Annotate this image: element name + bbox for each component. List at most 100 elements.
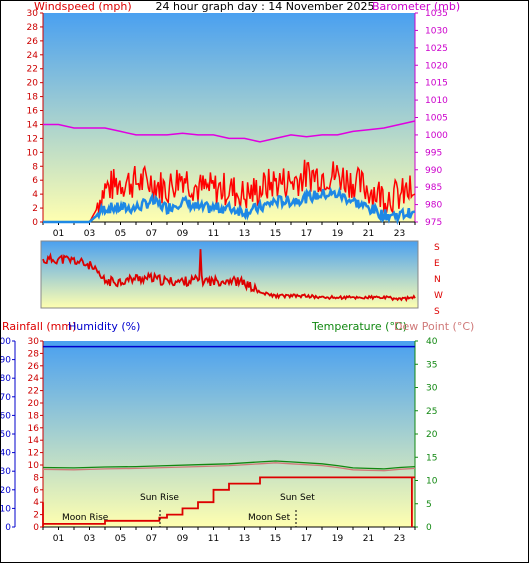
hour-tick-label: 13: [239, 534, 250, 544]
temperature-tick-label: 35: [426, 360, 437, 370]
hour-tick-label: 13: [239, 229, 250, 239]
humidity-tick-label: 10: [0, 504, 11, 514]
hour-tick-label: 07: [146, 229, 157, 239]
windspeed-axis-label: Windspeed (mph): [34, 0, 132, 13]
wind-direction-series-line: [42, 249, 416, 303]
rainfall-tick-label: 6: [33, 486, 39, 496]
hour-tick-label: 11: [208, 229, 219, 239]
barometer-tick-label: 980: [425, 201, 442, 211]
windspeed-tick-label: 8: [32, 162, 38, 172]
barometer-tick-label: 1025: [425, 44, 448, 54]
hour-tick-label: 15: [270, 229, 281, 239]
temperature-tick-label: 25: [426, 407, 437, 417]
hour-tick-label: 07: [146, 534, 157, 544]
humidity-axis-label: Humidity (%): [68, 320, 140, 333]
rainfall-tick-label: 18: [28, 411, 40, 421]
windspeed-series-line: [43, 159, 416, 223]
windspeed-tick-label: 28: [27, 23, 39, 33]
hour-tick-label: 23: [394, 534, 405, 544]
barometer-tick-label: 975: [425, 218, 442, 228]
humidity-tick-label: 20: [0, 486, 11, 496]
hour-tick-label: 21: [363, 229, 374, 239]
direction-label: S: [434, 243, 440, 253]
rainfall-axis-label: Rainfall (mm): [2, 320, 76, 333]
sun-set-annotation: Sun Set: [280, 493, 315, 503]
rainfall-tick-label: 10: [28, 461, 40, 471]
barometer-tick-label: 1015: [425, 79, 448, 89]
barometer-tick-label: 1000: [425, 131, 448, 141]
hour-tick-label: 01: [53, 229, 64, 239]
hour-tick-label: 23: [394, 229, 405, 239]
barometer-tick-label: 1035: [425, 9, 448, 19]
temperature-tick-label: 5: [426, 500, 432, 510]
hour-tick-label: 17: [301, 534, 312, 544]
windspeed-tick-label: 30: [27, 9, 39, 19]
rainfall-tick-label: 26: [28, 362, 40, 372]
barometer-tick-label: 1030: [425, 26, 448, 36]
windspeed-tick-label: 4: [32, 190, 38, 200]
temperature-axis-label: Temperature (°C): [311, 320, 407, 333]
hour-tick-label: 03: [84, 534, 95, 544]
windspeed-tick-label: 12: [27, 134, 38, 144]
humidity-tick-label: 80: [0, 374, 11, 384]
windspeed-tick-label: 22: [27, 65, 38, 75]
rainfall-tick-label: 12: [28, 449, 39, 459]
hour-tick-label: 21: [363, 534, 374, 544]
temperature-tick-label: 20: [426, 430, 438, 440]
rainfall-tick-label: 28: [28, 349, 40, 359]
humidity-tick-label: 90: [0, 356, 11, 366]
temperature-tick-label: 30: [426, 384, 438, 394]
sun-rise-annotation: Sun Rise: [140, 493, 179, 503]
hour-tick-label: 05: [115, 534, 126, 544]
windspeed-tick-label: 18: [27, 93, 39, 103]
hour-tick-label: 09: [177, 229, 189, 239]
rainfall-tick-label: 4: [33, 498, 39, 508]
barometer-tick-label: 1020: [425, 61, 448, 71]
windspeed-tick-label: 20: [27, 79, 39, 89]
hour-tick-label: 05: [115, 229, 126, 239]
barometer-tick-label: 1005: [425, 114, 448, 124]
barometer-tick-label: 990: [425, 166, 442, 176]
hour-tick-label: 03: [84, 229, 95, 239]
dew-point-series-line: [42, 462, 416, 472]
rainfall-tick-label: 14: [28, 436, 40, 446]
hour-tick-label: 15: [270, 534, 281, 544]
panel3-plot-area: [43, 341, 415, 527]
windspeed-average-series-line: [43, 186, 416, 226]
rainfall-tick-label: 8: [33, 473, 39, 483]
hour-tick-label: 17: [301, 229, 312, 239]
rainfall-tick-label: 30: [28, 337, 40, 347]
direction-label: S: [434, 307, 440, 317]
windspeed-tick-label: 10: [27, 148, 39, 158]
temperature-series-line: [42, 460, 416, 470]
dew-point-axis-label: Dew Point (°C): [394, 320, 474, 333]
barometer-axis-label: Barometer (mb): [372, 0, 460, 13]
direction-label: E: [434, 259, 440, 269]
moon-set-annotation: Moon Set: [248, 513, 291, 523]
humidity-tick-label: 60: [0, 411, 11, 421]
temperature-tick-label: 40: [426, 337, 438, 347]
temperature-tick-label: 0: [426, 523, 432, 533]
rainfall-tick-label: 24: [28, 374, 40, 384]
windspeed-tick-label: 0: [32, 218, 38, 228]
windspeed-tick-label: 24: [27, 51, 39, 61]
hour-tick-label: 19: [332, 534, 344, 544]
moon-rise-annotation: Moon Rise: [62, 513, 109, 523]
humidity-tick-label: 70: [0, 393, 11, 403]
chart-title: 24 hour graph day : 14 November 2025: [155, 0, 374, 13]
barometer-series-line: [43, 120, 416, 143]
humidity-tick-label: 30: [0, 467, 11, 477]
humidity-tick-label: 0: [5, 523, 11, 533]
rainfall-tick-label: 0: [33, 523, 39, 533]
windspeed-tick-label: 2: [32, 204, 38, 214]
windspeed-tick-label: 26: [27, 37, 39, 47]
humidity-tick-label: 50: [0, 430, 11, 440]
hour-tick-label: 09: [177, 534, 189, 544]
rainfall-tick-label: 2: [33, 511, 39, 521]
direction-label: W: [434, 291, 443, 301]
temperature-tick-label: 10: [426, 477, 438, 487]
windspeed-tick-label: 14: [27, 120, 39, 130]
barometer-tick-label: 1010: [425, 96, 448, 106]
direction-label: N: [434, 275, 441, 285]
